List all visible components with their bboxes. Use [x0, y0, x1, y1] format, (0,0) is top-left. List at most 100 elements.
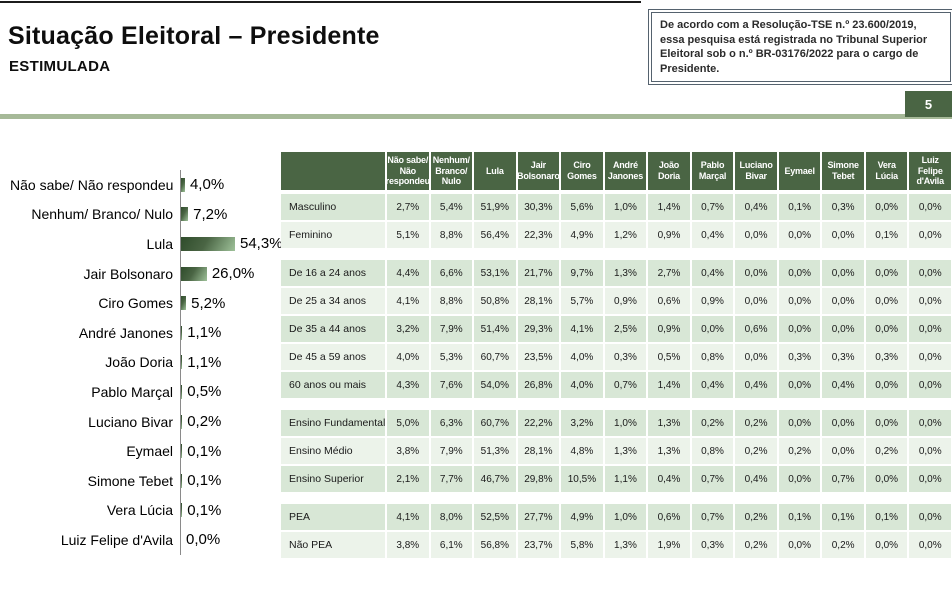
table-cell: 27,7% [517, 504, 560, 530]
table-cell: 0,0% [822, 288, 864, 314]
table-cell: 0,0% [865, 316, 908, 342]
table-cell: 0,9% [648, 316, 690, 342]
table-cell: 0,0% [778, 222, 821, 248]
table-cell: 0,0% [909, 438, 951, 464]
chart-bar [181, 207, 189, 222]
table-cell: 30,3% [517, 194, 560, 220]
table-cell: 0,0% [735, 222, 777, 248]
table-cell: 2,1% [387, 466, 429, 492]
chart-bar [181, 503, 183, 518]
table-cell: 6,1% [430, 532, 473, 558]
chart-row: Eymael 0,1% [10, 436, 282, 466]
chart-bar [181, 384, 183, 399]
chart-bar-area: 4,0% [180, 170, 282, 200]
table-cell: 0,0% [735, 288, 777, 314]
chart-category-label: Eymael [126, 443, 173, 460]
chart-value-label: 0,2% [187, 413, 222, 431]
chart-row: Luiz Felipe d'Avila 0,0% [10, 525, 282, 555]
table-cell: 2,5% [604, 316, 647, 342]
table-row: De 16 a 24 anos 4,4% 6,6% 53,1% 21,7% 9,7% 1,3… [281, 260, 951, 286]
table-cell: 0,2% [822, 532, 864, 558]
table-row: De 35 a 44 anos 3,2% 7,9% 51,4% 29,3% 4,1% 2,5… [281, 316, 951, 342]
table-cell: 0,4% [691, 222, 734, 248]
table-cell: 0,0% [909, 260, 951, 286]
table-cell: 0,1% [778, 194, 821, 220]
table-cell: 0,4% [735, 466, 777, 492]
table-cell: 7,7% [430, 466, 473, 492]
chart-value-label: 1,1% [187, 353, 222, 371]
tse-registration-note: De acordo com a Resolução-TSE n.º 23.600… [648, 9, 952, 86]
chart-category-label: Não sabe/ Não respondeu [10, 176, 174, 193]
page-title: Situação Eleitoral – Presidente [8, 22, 380, 50]
table-cell: 0,3% [822, 194, 864, 220]
table-cell: 0,0% [909, 466, 951, 492]
chart-row: Ciro Gomes 5,2% [10, 288, 282, 318]
table-cell: 1,3% [648, 438, 690, 464]
table-cell: 3,8% [387, 438, 429, 464]
table-cell: 23,5% [517, 344, 560, 370]
chart-category-label: João Doria [105, 354, 173, 371]
table-cell: 1,3% [604, 532, 647, 558]
table-cell: 0,0% [865, 288, 908, 314]
table-cell: 0,7% [604, 372, 647, 398]
table-column-header: Pablo Marçal [691, 152, 734, 190]
table-cell: 4,0% [387, 344, 429, 370]
table-cell: 8,8% [430, 288, 473, 314]
chart-value-label: 4,0% [189, 176, 225, 194]
table-cell: 0,3% [865, 344, 908, 370]
chart-category-label: Luciano Bivar [88, 413, 173, 430]
table-cell: 0,0% [822, 260, 864, 286]
chart-bar-area: 54,3% [180, 229, 283, 259]
table-cell: 1,0% [604, 504, 647, 530]
chart-value-label: 5,2% [191, 294, 226, 312]
table-cell: 0,2% [778, 438, 821, 464]
table-cell: 0,0% [865, 410, 908, 436]
chart-category-label: Jair Bolsonaro [83, 265, 174, 282]
table-cell: 0,2% [735, 532, 777, 558]
table-cell: 0,0% [865, 372, 908, 398]
table-cell: 7,9% [430, 316, 473, 342]
table-cell: 51,9% [474, 194, 516, 220]
table-cell: 22,2% [517, 410, 560, 436]
table-row-label: Masculino [281, 194, 385, 220]
table-cell: 3,8% [387, 532, 429, 558]
table-row: Ensino Superior 2,1% 7,7% 46,7% 29,8% 10,5% 1,… [281, 466, 951, 492]
table-cell: 6,6% [430, 260, 473, 286]
table-cell: 5,3% [430, 344, 473, 370]
chart-bar [181, 296, 187, 311]
table-cell: 0,9% [604, 288, 647, 314]
table-cell: 0,0% [778, 288, 821, 314]
table-cell: 2,7% [648, 260, 690, 286]
table-cell: 4,1% [387, 288, 429, 314]
table-cell: 0,8% [691, 344, 734, 370]
table-cell: 5,1% [387, 222, 429, 248]
table-cell: 7,9% [430, 438, 473, 464]
table-cell: 5,7% [561, 288, 603, 314]
table-cell: 1,0% [604, 194, 647, 220]
table-row-label: 60 anos ou mais [281, 372, 385, 398]
chart-row: André Janones 1,1% [10, 317, 282, 348]
chart-bar-area: 0,5% [180, 377, 282, 407]
table-row: Masculino 2,7% 5,4% 51,9% 30,3% 5,6% 1,0% 1,4% 0… [281, 194, 951, 220]
table-cell: 56,4% [474, 222, 516, 248]
table-cell: 0,0% [778, 316, 821, 342]
chart-bar-area: 26,0% [180, 258, 282, 289]
table-group: Masculino 2,7% 5,4% 51,9% 30,3% 5,6% 1,0% 1,4% 0… [281, 194, 951, 248]
table-cell: 23,7% [517, 532, 560, 558]
table-row-label: Ensino Fundamental [281, 410, 385, 436]
table-header-corner [281, 152, 385, 190]
table-cell: 0,6% [648, 504, 690, 530]
chart-category-label: André Janones [78, 324, 173, 341]
table-row: Ensino Médio 3,8% 7,9% 51,3% 28,1% 4,8% 1,3% 1,… [281, 438, 951, 464]
chart-value-label: 26,0% [211, 265, 255, 283]
table-cell: 0,0% [909, 532, 951, 558]
table-cell: 0,0% [909, 504, 951, 530]
page-subtitle: ESTIMULADA [9, 58, 111, 75]
table-row-label: Ensino Médio [281, 438, 385, 464]
chart-bar-area: 0,0% [180, 525, 282, 555]
table-column-header: Lula [474, 152, 516, 190]
table-cell: 2,7% [387, 194, 429, 220]
sage-divider [0, 114, 952, 119]
table-cell: 5,6% [561, 194, 603, 220]
chart-bar [181, 266, 207, 281]
